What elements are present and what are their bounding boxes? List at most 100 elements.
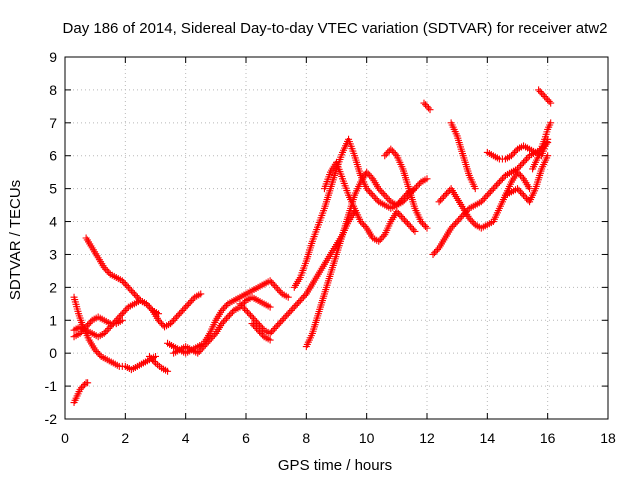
data-point bbox=[284, 293, 292, 301]
data-point bbox=[152, 352, 159, 360]
data-point bbox=[115, 313, 123, 321]
data-point bbox=[296, 297, 304, 305]
data-point bbox=[420, 99, 428, 107]
data-point bbox=[364, 186, 372, 194]
data-point bbox=[373, 196, 381, 204]
data-point bbox=[400, 196, 408, 204]
data-point bbox=[372, 195, 380, 203]
data-point bbox=[449, 222, 457, 230]
data-point bbox=[375, 237, 383, 245]
data-point bbox=[507, 152, 515, 160]
data-point bbox=[400, 216, 408, 224]
data-point bbox=[242, 306, 250, 314]
y-tick-label: -2 bbox=[45, 411, 58, 427]
data-point bbox=[269, 280, 277, 288]
data-point bbox=[382, 150, 390, 158]
data-point bbox=[129, 288, 137, 296]
data-point bbox=[420, 221, 428, 229]
data-point bbox=[148, 356, 156, 364]
data-point bbox=[144, 301, 152, 309]
data-point bbox=[301, 292, 309, 300]
series-track-6 bbox=[145, 352, 172, 375]
data-point bbox=[274, 285, 282, 293]
data-point bbox=[514, 185, 521, 193]
data-point bbox=[290, 303, 298, 311]
data-point bbox=[145, 303, 153, 311]
data-point bbox=[521, 193, 529, 201]
series-track-8 bbox=[170, 293, 274, 357]
data-point bbox=[84, 321, 92, 329]
y-tick-label: 4 bbox=[49, 214, 57, 230]
data-point bbox=[388, 147, 396, 155]
data-point bbox=[289, 305, 297, 313]
data-point bbox=[158, 320, 166, 328]
data-point bbox=[271, 282, 279, 290]
data-point bbox=[130, 290, 138, 298]
data-point bbox=[367, 190, 375, 198]
data-point bbox=[268, 278, 276, 286]
series-track-19 bbox=[483, 135, 552, 163]
data-point bbox=[492, 181, 500, 189]
data-point bbox=[236, 300, 244, 308]
data-point bbox=[403, 219, 411, 227]
data-point bbox=[186, 298, 194, 306]
data-point bbox=[280, 315, 288, 323]
data-point bbox=[479, 196, 487, 204]
data-point bbox=[78, 328, 86, 336]
data-point bbox=[256, 328, 264, 336]
data-point bbox=[523, 195, 531, 203]
data-point bbox=[118, 277, 126, 285]
data-point bbox=[76, 329, 84, 337]
data-point bbox=[283, 311, 291, 319]
data-point bbox=[415, 180, 423, 188]
axis-ticks bbox=[64, 56, 609, 420]
series-track-15 bbox=[420, 99, 434, 114]
data-point bbox=[185, 300, 193, 308]
data-point bbox=[195, 348, 203, 356]
data-point bbox=[369, 191, 377, 199]
data-point bbox=[423, 102, 431, 110]
data-point bbox=[209, 333, 217, 341]
data-point bbox=[281, 313, 289, 321]
data-point bbox=[482, 193, 490, 201]
data-point bbox=[194, 349, 202, 357]
data-point bbox=[295, 298, 303, 306]
data-point bbox=[425, 104, 433, 112]
data-point bbox=[545, 97, 553, 105]
data-point bbox=[412, 183, 420, 191]
data-point bbox=[518, 160, 526, 168]
data-point bbox=[145, 352, 153, 360]
data-point bbox=[432, 247, 440, 255]
series-track-10 bbox=[248, 320, 274, 344]
x-tick-label: 2 bbox=[121, 430, 129, 446]
data-point bbox=[426, 106, 434, 114]
data-point bbox=[376, 236, 384, 244]
data-point bbox=[467, 216, 475, 224]
y-axis-label: SDTVAR / TECUs bbox=[7, 180, 24, 300]
data-point bbox=[526, 185, 534, 193]
data-point bbox=[443, 190, 451, 198]
data-point bbox=[117, 311, 125, 319]
data-point bbox=[538, 89, 546, 97]
series-track-20 bbox=[501, 152, 552, 206]
data-point bbox=[254, 326, 262, 334]
data-point bbox=[298, 295, 306, 303]
data-point bbox=[402, 195, 410, 203]
data-point bbox=[150, 357, 158, 365]
data-point bbox=[120, 278, 128, 286]
data-point bbox=[458, 213, 466, 221]
data-point bbox=[518, 173, 526, 181]
series-track-17 bbox=[447, 119, 479, 193]
data-point bbox=[239, 303, 247, 311]
x-tick-labels: 0 2 4 6 8 10 12 14 16 18 bbox=[61, 430, 616, 446]
data-point bbox=[277, 318, 285, 326]
plot-frame bbox=[64, 56, 609, 420]
data-point bbox=[542, 94, 550, 102]
data-point bbox=[361, 222, 369, 230]
x-tick-label: 4 bbox=[182, 430, 190, 446]
data-point bbox=[189, 295, 197, 303]
series-track-2 bbox=[70, 379, 92, 407]
data-point bbox=[253, 325, 261, 332]
data-point bbox=[173, 313, 181, 321]
data-point bbox=[100, 264, 108, 272]
